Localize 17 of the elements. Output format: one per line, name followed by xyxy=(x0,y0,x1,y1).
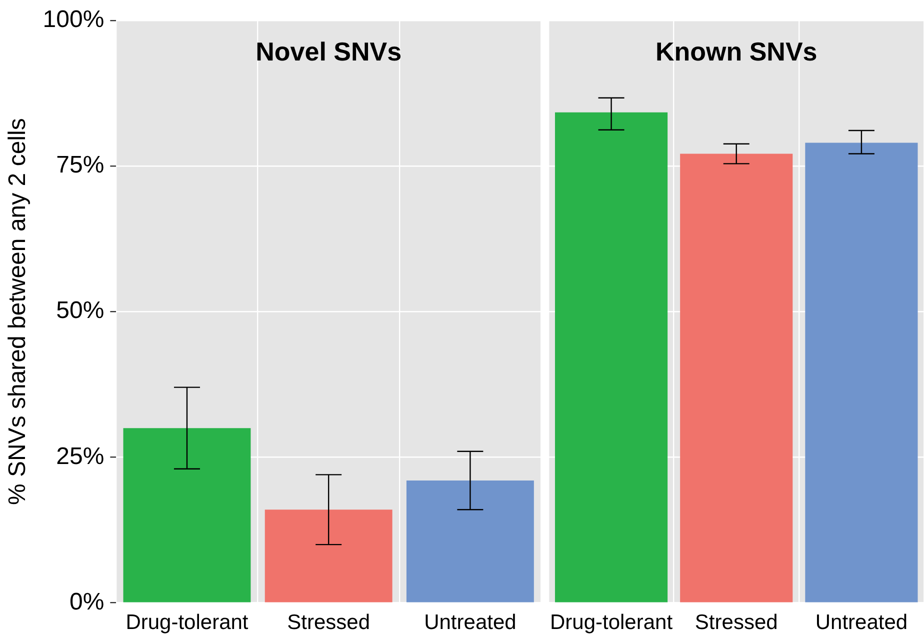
bar xyxy=(123,428,251,602)
x-tick-label: Stressed xyxy=(287,611,370,634)
bar xyxy=(264,510,392,602)
x-tick-label: Drug-tolerant xyxy=(126,611,248,634)
x-tick-label: Untreated xyxy=(815,611,908,634)
bar xyxy=(406,480,534,602)
x-tick-label: Drug-tolerant xyxy=(550,611,673,634)
y-tick-label: 25% xyxy=(56,442,104,470)
y-tick-label: 75% xyxy=(56,152,104,179)
y-tick-label: 50% xyxy=(56,297,104,324)
x-tick-label: Stressed xyxy=(694,611,778,634)
y-axis-title: % SNVs shared between any 2 cells xyxy=(4,118,32,506)
text: Known SNVs xyxy=(655,36,818,67)
text: Novel SNVs xyxy=(256,36,402,67)
y-tick-label: 100% xyxy=(42,6,104,34)
y-tick-label: 0% xyxy=(69,588,104,616)
x-tick-label: Untreated xyxy=(424,611,516,634)
